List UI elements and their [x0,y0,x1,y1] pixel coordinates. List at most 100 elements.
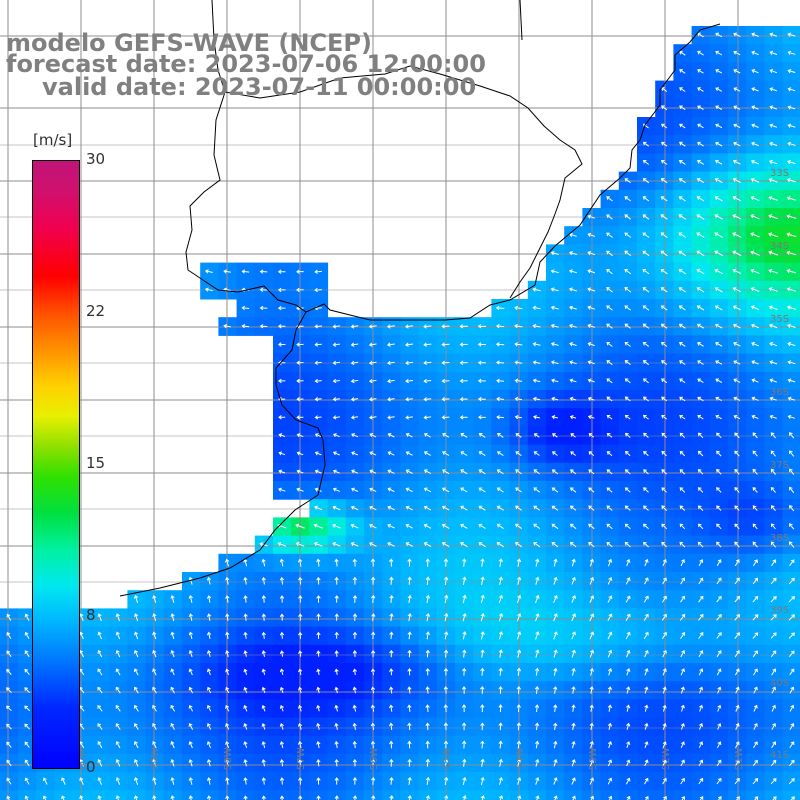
wind-arrow [332,360,341,366]
wind-arrow [478,542,486,548]
wind-arrow [259,324,268,329]
wind-arrow [350,542,359,547]
wind-arrow [24,741,30,748]
wind-arrow [643,595,649,603]
wind-arrow [643,631,649,640]
wind-arrow [571,667,576,676]
longitude-label: 55W [442,747,453,770]
wind-arrow [661,541,668,548]
wind-arrow [279,686,284,694]
wind-arrow [787,341,796,347]
wind-arrow [769,141,778,146]
wind-arrow [680,686,685,694]
wind-arrow [296,397,304,402]
wind-arrow [261,668,266,675]
wind-arrow [533,433,540,438]
wind-arrow [788,632,795,639]
wind-arrow [334,668,339,675]
latitude-label: 34S [770,241,789,252]
wind-arrow [296,469,304,474]
wind-arrow [97,705,103,712]
wind-cell [782,790,800,800]
wind-arrow [606,232,613,238]
wind-arrow [170,741,175,749]
wind-arrow [660,323,668,329]
wind-arrow [715,141,723,147]
wind-arrow [770,523,776,530]
wind-arrow [679,105,686,111]
wind-arrow [714,214,723,220]
wind-arrow [443,758,449,767]
wind-arrow [679,541,686,548]
wind-arrow [533,505,541,511]
wind-arrow [571,631,576,640]
wind-arrow [498,612,504,622]
wind-arrow [423,324,432,329]
wind-arrow [514,305,523,310]
wind-cell [637,790,656,800]
wind-arrow [498,740,503,749]
wind-arrow [480,667,485,676]
wind-arrow [770,778,777,785]
wind-arrow [425,740,430,749]
wind-arrow [97,649,103,658]
wind-arrow [407,613,412,622]
wind-arrow [732,287,742,293]
wind-cell [491,790,511,800]
wind-arrow [405,415,413,420]
wind-arrow [480,631,485,640]
wind-arrow [569,232,577,237]
wind-arrow [789,759,795,767]
wind-arrow [732,177,741,183]
wind-cell [145,790,165,800]
wind-arrow [516,704,521,713]
wind-arrow [314,324,322,329]
wind-arrow [715,360,723,365]
wind-arrow [423,542,432,547]
wind-arrow [752,541,758,548]
wind-arrow [625,631,631,640]
wind-arrow [496,542,504,548]
wind-arrow [698,741,704,749]
wind-arrow [716,468,722,475]
wind-arrow [314,487,322,492]
wind-arrow [571,613,576,622]
wind-arrow [407,631,412,640]
wind-arrow [789,668,795,676]
wind-arrow [751,378,759,383]
wind-arrow [587,342,595,347]
wind-arrow [768,323,778,329]
wind-arrow [115,705,121,712]
wind-arrow [24,759,30,767]
wind-arrow [678,214,687,220]
wind-arrow [515,487,522,493]
wind-arrow [696,305,705,311]
wind-arrow [678,232,687,238]
wind-arrow [460,487,468,493]
wind-arrow [480,594,485,604]
wind-cell [400,790,420,800]
wind-arrow [533,451,540,456]
wind-arrow [459,397,468,402]
wind-arrow [750,305,760,311]
wind-arrow [753,741,758,749]
wind-arrow [570,433,576,438]
wind-arrow [316,631,321,639]
wind-cell [600,790,620,800]
wind-arrow [97,759,103,767]
wind-arrow [752,650,758,658]
wind-cell [418,790,438,800]
wind-arrow [534,685,540,694]
wind-arrow [316,650,321,657]
wind-arrow [6,613,12,621]
wind-arrow [24,613,30,621]
wind-arrow [589,777,594,785]
wind-arrow [662,577,667,585]
wind-arrow [733,50,741,56]
wind-arrow [716,632,722,639]
wind-arrow [735,686,740,694]
wind-arrow [277,542,287,547]
wind-arrow [789,486,795,494]
wind-arrow [389,649,394,658]
wind-arrow [350,360,359,366]
